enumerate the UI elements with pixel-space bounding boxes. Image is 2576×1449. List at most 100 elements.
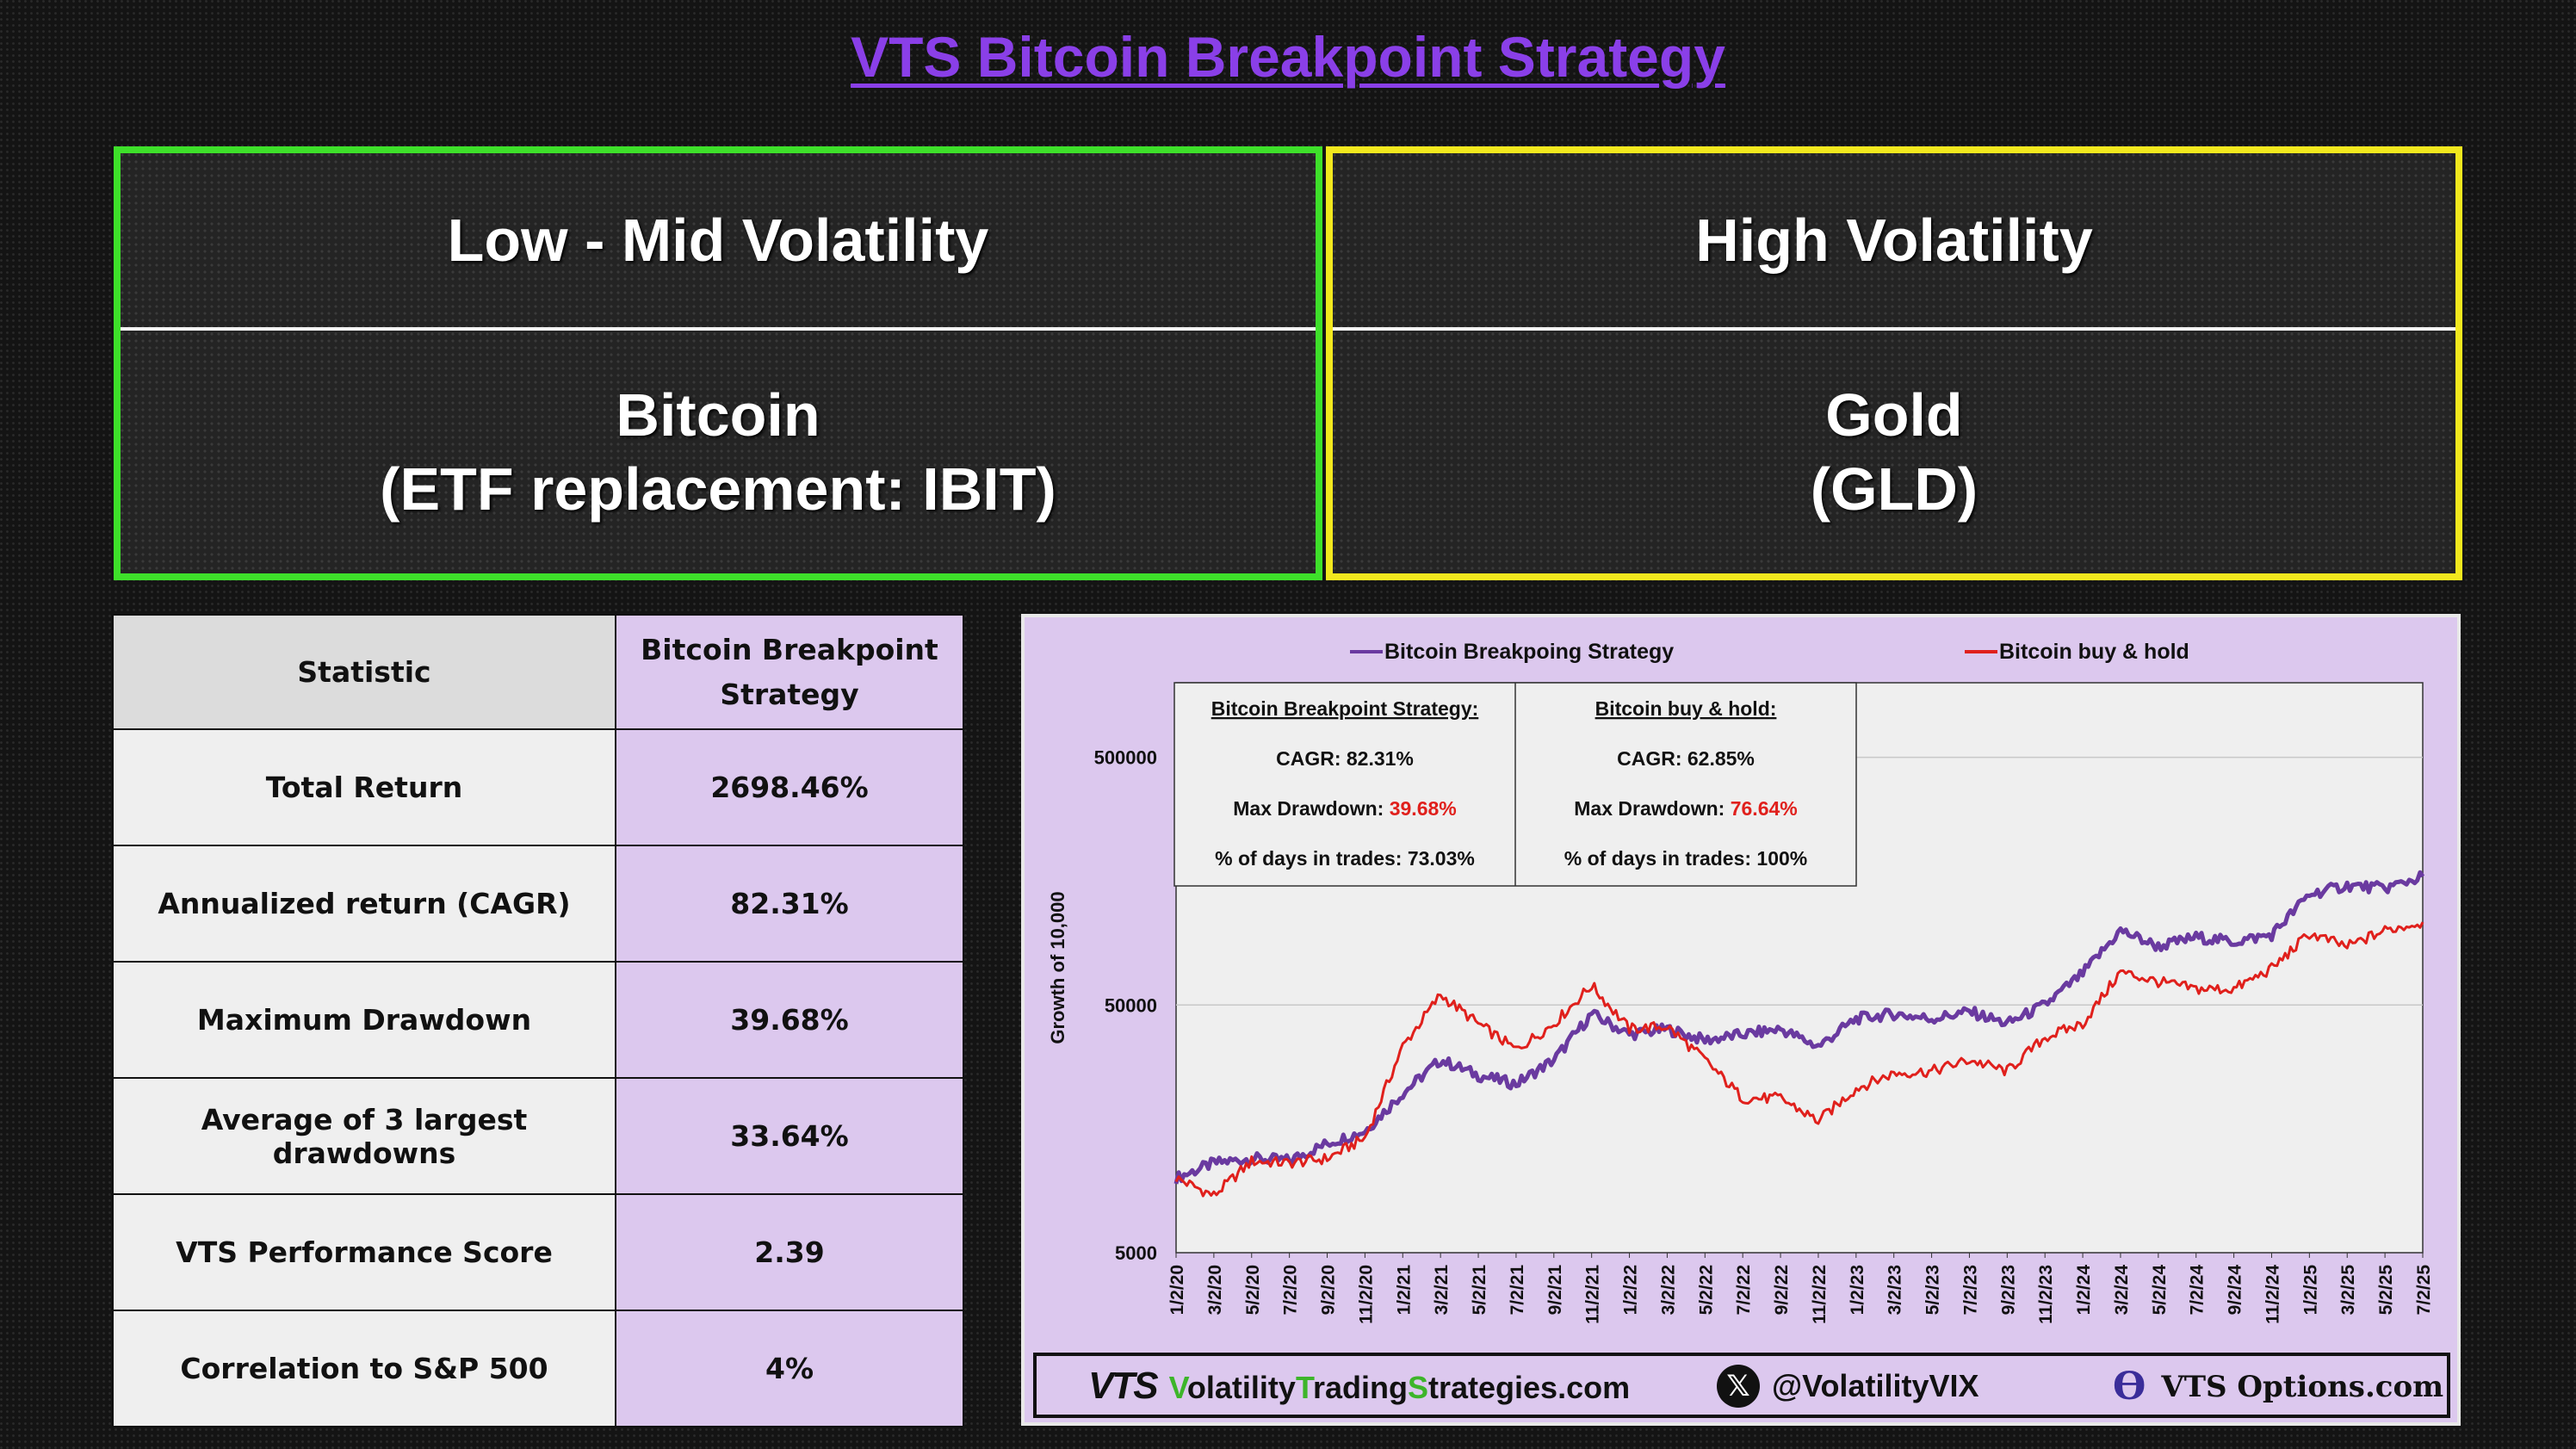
footer-options: ϴ VTS Options.com [2113,1365,2443,1409]
x-tick-label: 5/2/23 [1923,1265,1943,1315]
stats-max-drawdown: Max Drawdown: 39.68% [1233,797,1456,820]
x-tick-label: 11/2/23 [2036,1265,2056,1324]
header-strategy-line1: Bitcoin Breakpoint [641,632,938,666]
stats-days-in-trades: % of days in trades: 73.03% [1215,847,1475,870]
regime-divider [1333,327,2455,331]
regime-asset: Bitcoin [616,381,820,449]
series-line-strategy [1173,870,2425,1185]
x-tick-label: 9/2/24 [2226,1265,2245,1316]
options-site: VTS Options.com [2161,1369,2444,1404]
x-tick-label: 7/2/20 [1281,1265,1301,1315]
x-tick-label: 5/2/20 [1243,1265,1263,1315]
twitter-handle: @VolatilityVIX [1772,1368,1979,1403]
site-part: S [1407,1370,1428,1405]
x-tick-label: 3/2/21 [1432,1265,1452,1316]
x-tick-label: 7/2/22 [1734,1265,1754,1315]
regime-header: Low - Mid Volatility [447,207,989,274]
x-tick-label: 11/2/20 [1356,1265,1376,1324]
row-label: Average of 3 largest drawdowns [112,1077,616,1195]
x-tick-label: 3/2/23 [1886,1265,1905,1315]
site-part: olatility [1186,1370,1296,1405]
x-tick-label: 1/2/21 [1394,1265,1414,1316]
site-part: T [1295,1370,1313,1405]
x-icon: 𝕏 [1717,1365,1760,1408]
row-label: Total Return [112,728,616,846]
row-label: Correlation to S&P 500 [112,1310,616,1427]
y-tick-label: 500000 [1094,747,1157,769]
x-tick-label: 1/2/22 [1621,1265,1641,1315]
regime-box-low-mid: Low - Mid Volatility Bitcoin (ETF replac… [114,146,1322,580]
regime-ticker: (GLD) [1810,455,1978,523]
regime-body: Gold (GLD) [1333,331,2455,573]
stats-cagr: CAGR: 62.85% [1617,747,1755,770]
x-tick-label: 1/2/25 [2300,1265,2320,1316]
row-value: 4% [615,1310,964,1427]
header-statistic: Statistic [112,614,616,730]
table-header-row: Statistic Bitcoin Breakpoint Strategy [112,614,964,730]
site-part: V [1168,1370,1187,1405]
y-axis-label: Growth of 10,000 [1047,891,1068,1043]
row-value: 2698.46% [615,728,964,846]
row-label: VTS Performance Score [112,1193,616,1311]
y-tick-label: 50000 [1105,994,1157,1016]
x-tick-label: 5/2/24 [2150,1265,2170,1316]
regime-divider [121,327,1316,331]
stats-days-in-trades: % of days in trades: 100% [1564,847,1808,870]
x-tick-label: 3/2/22 [1658,1265,1678,1315]
x-tick-label: 5/2/25 [2376,1265,2396,1316]
series-line-buy-hold [1174,921,2424,1198]
x-tick-label: 7/2/25 [2414,1265,2434,1316]
site-part: rading [1312,1370,1408,1405]
x-tick-label: 5/2/21 [1470,1265,1489,1316]
row-label: Annualized return (CAGR) [112,845,616,963]
x-tick-label: 1/2/24 [2074,1265,2094,1316]
regime-body: Bitcoin (ETF replacement: IBIT) [121,331,1316,573]
regime-asset: Gold [1825,381,1963,449]
x-tick-label: 9/2/22 [1772,1265,1792,1315]
table-row: Average of 3 largest drawdowns 33.64% [112,1077,964,1195]
site-part: trategies.com [1428,1370,1631,1405]
table-row: Maximum Drawdown 39.68% [112,961,964,1079]
x-tick-label: 11/2/21 [1583,1265,1603,1324]
x-tick-label: 9/2/20 [1319,1265,1339,1315]
stats-max-drawdown: Max Drawdown: 76.64% [1574,797,1797,820]
row-label: Maximum Drawdown [112,961,616,1079]
regime-ticker: (ETF replacement: IBIT) [380,455,1056,523]
stats-box-title: Bitcoin Breakpoint Strategy: [1211,697,1479,720]
table-row: VTS Performance Score 2.39 [112,1193,964,1311]
x-tick-label: 3/2/20 [1205,1265,1225,1315]
x-tick-label: 1/2/23 [1848,1265,1867,1315]
y-tick-label: 5000 [1115,1242,1157,1264]
vts-logo: VTS [1088,1365,1159,1407]
footer-bar: VTS VolatilityTradingStrategies.com 𝕏 @Vo… [1033,1353,2450,1418]
x-tick-label: 7/2/21 [1508,1265,1527,1316]
row-value: 2.39 [615,1193,964,1311]
x-tick-label: 1/2/20 [1167,1265,1187,1315]
row-value: 39.68% [615,961,964,1079]
table-row: Correlation to S&P 500 4% [112,1310,964,1427]
x-tick-label: 9/2/23 [1998,1265,2018,1315]
x-tick-label: 11/2/22 [1810,1265,1830,1324]
growth-chart: 500000 50000 5000 Growth of 10,000 1/2/20 3/2… [1047,640,2434,1324]
x-tick-label: 7/2/24 [2188,1265,2208,1316]
stats-cagr: CAGR: 82.31% [1276,747,1414,770]
header-strategy: Bitcoin Breakpoint Strategy [615,614,964,730]
footer-twitter: 𝕏 @VolatilityVIX [1717,1365,1979,1408]
regime-header: High Volatility [1695,207,2093,274]
row-value: 33.64% [615,1077,964,1195]
regime-box-high: High Volatility Gold (GLD) [1326,146,2462,580]
table-row: Annualized return (CAGR) 82.31% [112,845,964,963]
chart-panel: 500000 50000 5000 Growth of 10,000 1/2/20 3/2… [1021,614,2461,1426]
x-tick-label: 9/2/21 [1545,1265,1565,1316]
legend-label: Bitcoin buy & hold [1999,640,2189,664]
legend-label: Bitcoin Breakpoing Strategy [1384,640,1674,664]
x-tick-label: 5/2/22 [1696,1265,1716,1315]
page-title: VTS Bitcoin Breakpoint Strategy [851,25,1725,89]
statistics-table: Statistic Bitcoin Breakpoint Strategy To… [112,614,964,1427]
table-row: Total Return 2698.46% [112,728,964,846]
header-strategy-line2: Strategy [720,677,859,711]
x-tick-label: 7/2/23 [1960,1265,1980,1315]
theta-icon: ϴ [2113,1365,2146,1409]
stats-box-title: Bitcoin buy & hold: [1595,697,1777,720]
x-tick-label: 11/2/24 [2263,1265,2282,1324]
